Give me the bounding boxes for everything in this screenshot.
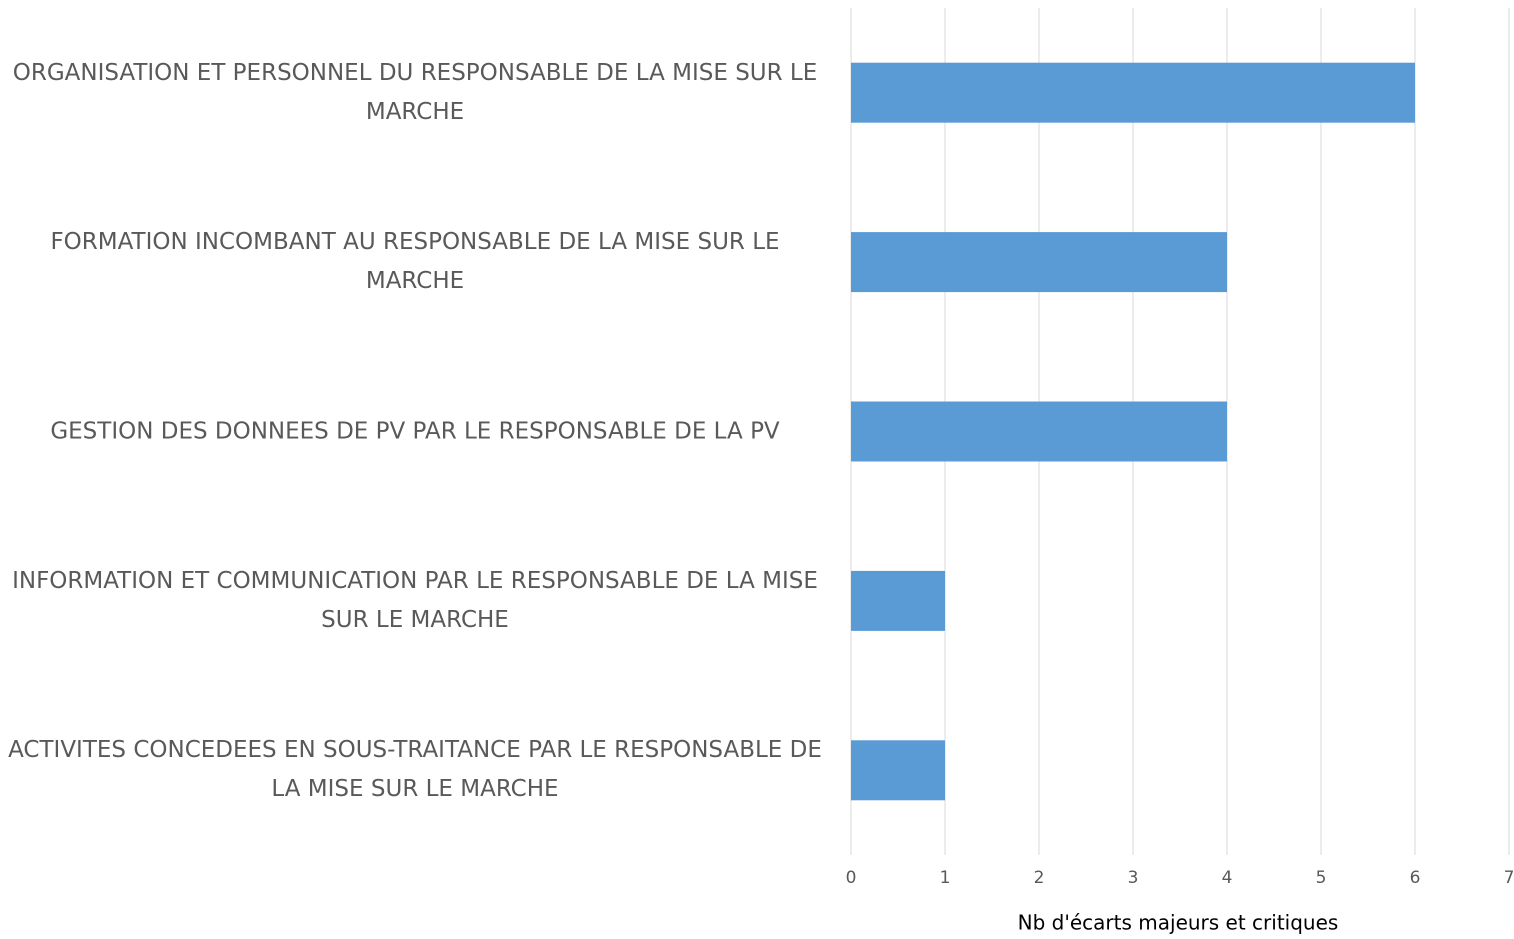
bar: [851, 232, 1227, 293]
bar: [851, 401, 1227, 462]
x-tick-label: 0: [846, 868, 857, 888]
bar: [851, 62, 1415, 123]
category-label: FORMATION INCOMBANT AU RESPONSABLE DE LA…: [50, 229, 780, 295]
category-label: ORGANISATION ET PERSONNEL DU RESPONSABLE…: [12, 59, 818, 125]
x-axis-label: Nb d'écarts majeurs et critiques: [1018, 911, 1339, 935]
bar: [851, 570, 945, 631]
x-tick-label: 4: [1222, 868, 1233, 888]
x-tick-label: 2: [1034, 868, 1045, 888]
bar: [851, 740, 945, 801]
x-tick-label: 6: [1410, 868, 1421, 888]
category-label: GESTION DES DONNEES DE PV PAR LE RESPONS…: [50, 418, 780, 444]
category-label: INFORMATION ET COMMUNICATION PAR LE RESP…: [12, 567, 818, 633]
x-tick-label: 3: [1128, 868, 1139, 888]
x-tick-label: 5: [1316, 868, 1327, 888]
x-tick-label: 1: [940, 868, 951, 888]
x-tick-label: 7: [1504, 868, 1514, 888]
category-label: ACTIVITES CONCEDEES EN SOUS-TRAITANCE PA…: [8, 737, 822, 803]
